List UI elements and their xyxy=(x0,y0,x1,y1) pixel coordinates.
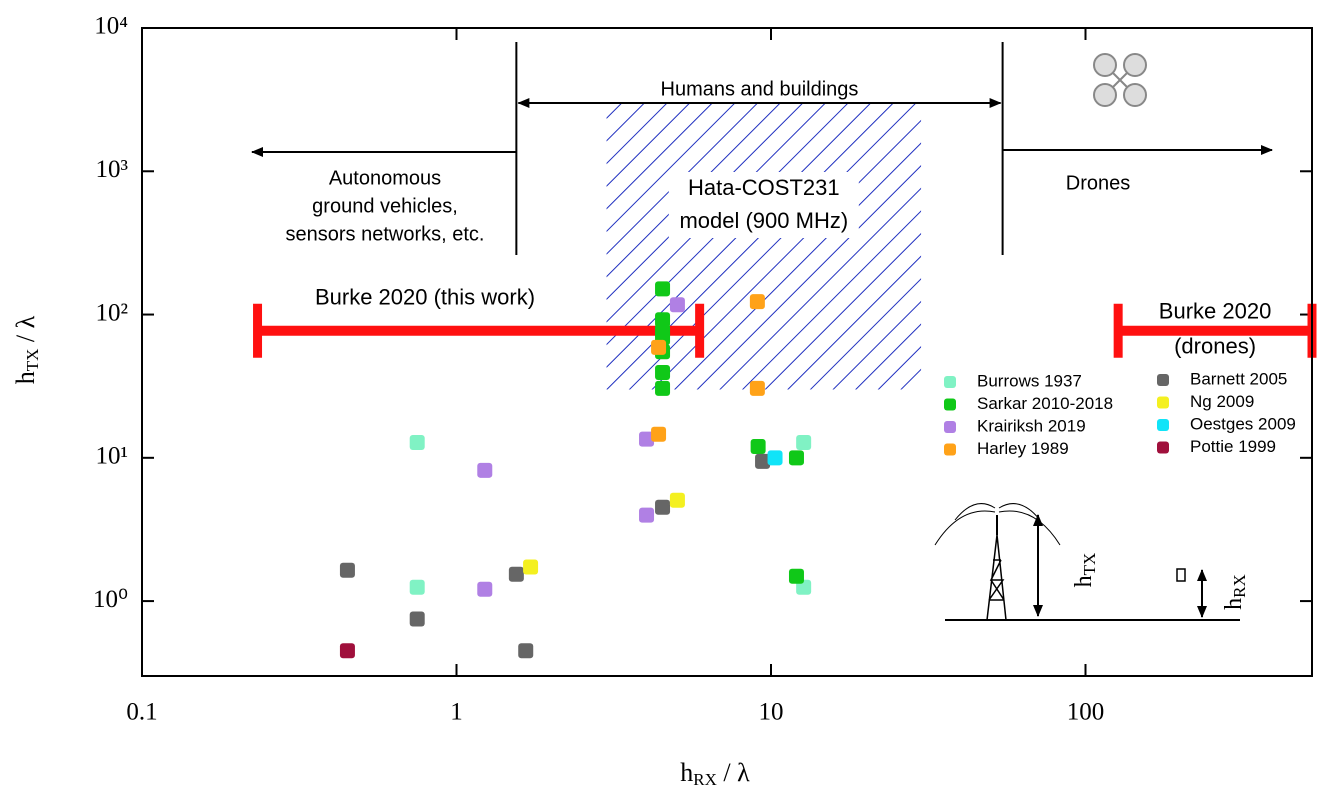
annotation: ground vehicles, xyxy=(312,195,458,217)
point xyxy=(789,569,804,584)
point xyxy=(750,294,765,309)
annotation: sensors networks, etc. xyxy=(286,223,485,245)
y-tick-label: 10¹ xyxy=(96,443,129,470)
plot-area: 0.1 1 10 100 10⁰ 10¹ 10² 10³ 10⁴ Hata-COST231 mode… xyxy=(93,13,1312,726)
point xyxy=(523,559,538,574)
legend-label: Sarkar 2010-2018 xyxy=(977,394,1113,413)
chart: 0.1 1 10 100 10⁰ 10¹ 10² 10³ 10⁴ Hata-COST231 mode… xyxy=(0,0,1321,797)
point xyxy=(655,381,670,396)
annotation: Humans and buildings xyxy=(661,78,859,100)
point xyxy=(651,427,666,442)
legend-label: Oestges 2009 xyxy=(1190,414,1296,433)
range-label: Burke 2020 (this work) xyxy=(315,285,535,310)
legend-marker xyxy=(944,444,956,456)
legend-marker xyxy=(944,421,956,433)
y-tick-label: 10³ xyxy=(96,156,129,183)
point xyxy=(768,450,783,465)
point xyxy=(751,439,766,454)
region-label: model (900 MHz) xyxy=(679,208,848,233)
point xyxy=(477,582,492,597)
y-tick-label: 10⁰ xyxy=(93,586,128,613)
point xyxy=(340,643,355,658)
point xyxy=(410,435,425,450)
point xyxy=(655,365,670,380)
legend-marker xyxy=(1157,397,1169,409)
legend-marker xyxy=(1157,442,1169,454)
legend-marker xyxy=(1157,374,1169,386)
point xyxy=(750,381,765,396)
point xyxy=(655,281,670,296)
inset-tx-label: hTX xyxy=(1071,553,1099,588)
point xyxy=(651,340,666,355)
range-label: Burke 2020 xyxy=(1159,299,1272,324)
x-tick-label: 10 xyxy=(759,699,784,726)
point xyxy=(789,450,804,465)
legend-label: Pottie 1999 xyxy=(1190,437,1276,456)
x-tick-label: 1 xyxy=(450,699,463,726)
legend-marker xyxy=(944,376,956,388)
point xyxy=(518,643,533,658)
range-label: (drones) xyxy=(1174,334,1256,359)
annotation: Drones xyxy=(1066,172,1130,194)
point xyxy=(477,463,492,478)
legend-marker xyxy=(1157,419,1169,431)
x-axis-label: hRX / λ xyxy=(680,758,750,789)
point xyxy=(670,297,685,312)
legend-label: Krairiksh 2019 xyxy=(977,416,1086,435)
legend-marker xyxy=(944,399,956,411)
x-tick-label: 0.1 xyxy=(126,699,157,726)
drone-icon xyxy=(1094,54,1146,106)
y-tick-label: 10⁴ xyxy=(94,13,128,40)
point xyxy=(410,611,425,626)
point xyxy=(340,563,355,578)
x-tick-label: 100 xyxy=(1067,699,1105,726)
point xyxy=(796,435,811,450)
point xyxy=(655,500,670,515)
inset-rx-label: hRX xyxy=(1221,574,1249,610)
annotation: Autonomous xyxy=(329,167,441,189)
point xyxy=(639,508,654,523)
y-tick-label: 10² xyxy=(96,299,129,326)
region-label: Hata-COST231 xyxy=(688,175,840,200)
y-axis-label: hTX / λ xyxy=(11,315,42,384)
legend-label: Harley 1989 xyxy=(977,439,1069,458)
point xyxy=(670,493,685,508)
point xyxy=(410,580,425,595)
legend-label: Ng 2009 xyxy=(1190,392,1254,411)
point xyxy=(509,567,524,582)
legend-label: Barnett 2005 xyxy=(1190,369,1287,388)
legend-label: Burrows 1937 xyxy=(977,371,1082,390)
